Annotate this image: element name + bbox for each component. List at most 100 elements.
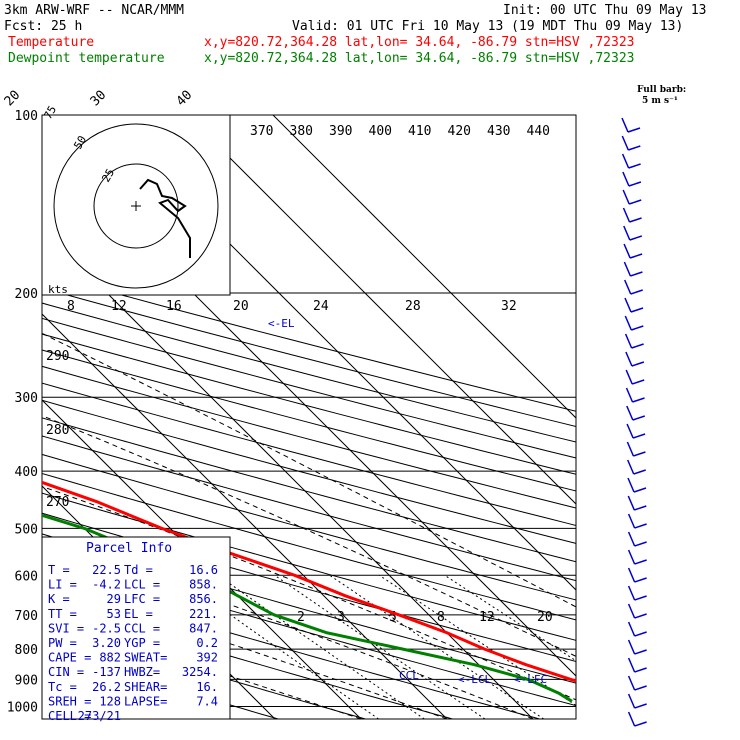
dry-adiabat	[42, 302, 576, 443]
wind-barb	[627, 495, 635, 511]
full-barb-value: 5 m s⁻¹	[642, 96, 678, 106]
wind-barb	[627, 127, 641, 133]
sounding-traces	[42, 480, 576, 703]
wind-barb	[627, 549, 636, 565]
dry-adiabat	[42, 272, 576, 412]
hodograph-trace	[139, 178, 191, 258]
parcel-info-cell: 273/21	[78, 709, 121, 723]
wind-barb	[627, 657, 636, 673]
dry-adiabat	[42, 599, 453, 719]
pressure-label: 1000	[7, 700, 38, 715]
wind-barb	[627, 693, 636, 709]
parcel-info-cell: 882	[99, 651, 121, 665]
mixing-ratio-label: 24	[313, 299, 329, 314]
wind-barb	[627, 603, 636, 619]
forecast-hour: Fcst: 25 h	[4, 19, 82, 34]
wind-barb	[627, 531, 636, 547]
parcel-info-cell: PW =	[48, 636, 77, 650]
temperature-tick-label: 40	[174, 88, 196, 110]
wind-barb	[622, 189, 630, 205]
theta-label: 390	[329, 124, 352, 139]
wind-barb	[625, 387, 634, 403]
wind-barb	[633, 451, 646, 457]
moist-adiabat	[42, 415, 576, 657]
theta-label: 410	[408, 124, 431, 139]
dry-adiabat	[42, 472, 576, 621]
wind-barb	[625, 369, 633, 385]
wind-barb	[623, 243, 631, 259]
parcel-info-cell: CELL =	[48, 709, 91, 723]
theta-label: 380	[290, 124, 313, 139]
model-title: 3km ARW-WRF -- NCAR/MMM	[4, 3, 184, 18]
wind-barb	[628, 163, 641, 169]
hodograph-ring-label: 75	[41, 104, 59, 122]
lfc-marker: <-LFC	[514, 673, 547, 686]
isotherm-line	[42, 313, 448, 719]
parcel-info-cell: -4.2	[92, 578, 121, 592]
mixing-ratio-label: 32	[501, 299, 517, 314]
parcel-info-cell: 3254.	[182, 665, 218, 679]
wind-barbs	[621, 117, 647, 727]
hodograph-ring-label: 50	[71, 134, 89, 152]
wind-barb	[628, 181, 642, 187]
dry-adiabat	[42, 317, 576, 459]
parcel-info-cell: Td =	[124, 563, 153, 577]
wind-barb	[631, 343, 644, 349]
hodograph-ring-label: 25	[99, 167, 117, 185]
pressure-label: 900	[15, 673, 38, 688]
wind-barb	[625, 351, 633, 367]
mixing-ratio-label: 12	[111, 299, 127, 314]
parcel-info-cell: SREH =	[48, 694, 91, 708]
wind-barb	[631, 325, 644, 331]
wind-barb	[632, 397, 645, 403]
parcel-info-box: Parcel Info T = 22.5 Td = 16.6 LI = -4.2 LCL =…	[41, 536, 231, 723]
ccl-marker: CCL	[399, 669, 419, 682]
dry-adiabat	[42, 453, 576, 601]
wind-barb	[627, 585, 636, 601]
parcel-info-cell: -137	[92, 665, 121, 679]
parcel-info-cell: T =	[48, 563, 70, 577]
isotherm-line	[186, 115, 576, 505]
theta-label: 420	[448, 124, 471, 139]
parcel-info-cell: SVI =	[48, 621, 84, 635]
full-barb-label: Full barb:	[637, 85, 686, 95]
mixing-ratio-label: 28	[405, 299, 421, 314]
dry-adiabat	[42, 435, 576, 582]
parcel-info-cell: LAPSE=	[124, 694, 167, 708]
wind-barb	[626, 423, 634, 439]
isotherm-line	[42, 227, 534, 719]
wind-barb	[630, 307, 644, 313]
mixing-ratio-line	[274, 574, 486, 719]
wind-barb	[628, 145, 641, 151]
wind-barb	[624, 333, 633, 349]
lcl-marker: <-LCL	[458, 673, 491, 686]
mixing-ratio-line	[379, 574, 576, 707]
wind-barb	[629, 253, 643, 259]
parcel-info-cell: 16.	[196, 680, 218, 694]
wind-barb	[634, 667, 647, 673]
mixing-ratio-label: 5	[389, 610, 397, 625]
mixing-ratio-label: 8	[67, 299, 75, 314]
wind-barb	[627, 621, 636, 637]
wind-barb	[633, 469, 646, 475]
parcel-info-cell: 847.	[189, 621, 218, 635]
mixing-ratio-label: 2	[297, 610, 305, 625]
dry-adiabat	[42, 333, 576, 475]
dewpoint-legend: Dewpoint temperature	[8, 51, 165, 66]
pressure-label: 700	[15, 609, 38, 624]
parcel-info-cell: 53	[107, 607, 121, 621]
parcel-info-cell: CIN =	[48, 665, 84, 679]
parcel-info-cell: SWEAT=	[124, 651, 167, 665]
wind-barb	[626, 405, 634, 421]
parcel-info-cell: 856.	[189, 592, 218, 606]
wind-barb	[627, 459, 635, 475]
parcel-info-cell: TT =	[48, 607, 77, 621]
wind-barb	[634, 613, 647, 619]
parcel-info-cell: SHEAR=	[124, 680, 167, 694]
el-marker: <-EL	[268, 317, 295, 330]
wind-barb	[634, 541, 647, 547]
temperature-trace	[42, 480, 576, 683]
moist-adiabat	[42, 332, 576, 608]
hodograph-center	[131, 201, 141, 211]
wind-barb	[634, 523, 647, 529]
